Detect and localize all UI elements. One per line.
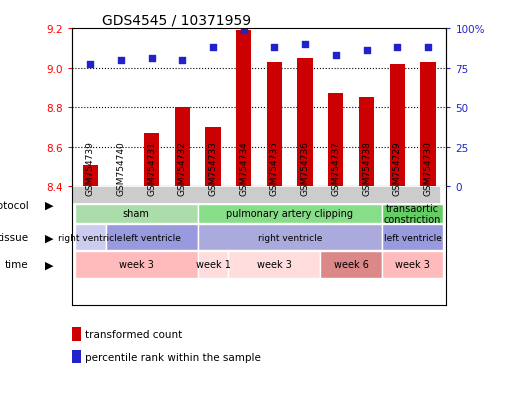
- Text: ▶: ▶: [45, 233, 53, 243]
- Point: [209, 45, 217, 51]
- Point: [86, 62, 94, 69]
- Text: right ventricle: right ventricle: [58, 233, 123, 242]
- Text: GSM754738: GSM754738: [362, 140, 371, 195]
- Bar: [228, 252, 321, 278]
- Point: [178, 57, 186, 64]
- Point: [332, 52, 340, 59]
- Text: GSM754732: GSM754732: [178, 140, 187, 195]
- Bar: [389, 64, 405, 187]
- Text: week 1: week 1: [195, 260, 230, 270]
- Bar: [298, 59, 313, 187]
- Bar: [72, 187, 440, 204]
- Text: pulmonary artery clipping: pulmonary artery clipping: [226, 209, 353, 219]
- Text: GSM754740: GSM754740: [116, 140, 126, 195]
- Bar: [382, 204, 443, 223]
- Text: GSM754731: GSM754731: [147, 140, 156, 195]
- Text: week 3: week 3: [395, 260, 430, 270]
- Bar: [321, 252, 382, 278]
- Point: [362, 48, 370, 55]
- Bar: [174, 108, 190, 187]
- Point: [117, 57, 125, 64]
- Bar: [75, 252, 198, 278]
- Text: percentile rank within the sample: percentile rank within the sample: [85, 352, 261, 362]
- Text: GSM754736: GSM754736: [301, 140, 310, 195]
- Bar: [198, 252, 228, 278]
- Text: ▶: ▶: [45, 201, 53, 211]
- Bar: [382, 225, 443, 251]
- Text: tissue: tissue: [0, 233, 29, 243]
- Text: time: time: [5, 260, 29, 270]
- Text: week 6: week 6: [334, 260, 368, 270]
- Point: [301, 41, 309, 48]
- Text: protocol: protocol: [0, 201, 29, 211]
- Text: GSM754730: GSM754730: [423, 140, 432, 195]
- Point: [393, 45, 401, 51]
- Bar: [83, 165, 98, 187]
- Text: transaortic
constriction: transaortic constriction: [384, 203, 441, 225]
- Bar: [144, 134, 160, 187]
- Text: GDS4545 / 10371959: GDS4545 / 10371959: [102, 14, 251, 28]
- Point: [270, 45, 279, 51]
- Text: ▶: ▶: [45, 260, 53, 270]
- Text: GSM754729: GSM754729: [392, 140, 402, 195]
- Text: sham: sham: [123, 209, 150, 219]
- Bar: [198, 204, 382, 223]
- Text: left ventricle: left ventricle: [384, 233, 442, 242]
- Point: [424, 45, 432, 51]
- Text: GSM754739: GSM754739: [86, 140, 95, 195]
- Text: right ventricle: right ventricle: [258, 233, 322, 242]
- Text: GSM754735: GSM754735: [270, 140, 279, 195]
- Text: GSM754733: GSM754733: [208, 140, 218, 195]
- Bar: [382, 252, 443, 278]
- Bar: [236, 31, 251, 187]
- Bar: [205, 128, 221, 187]
- Text: transformed count: transformed count: [85, 330, 182, 339]
- Bar: [359, 98, 374, 187]
- Bar: [75, 225, 106, 251]
- Bar: [267, 62, 282, 187]
- Bar: [198, 225, 382, 251]
- Bar: [420, 62, 436, 187]
- Text: left ventricle: left ventricle: [123, 233, 181, 242]
- Bar: [328, 94, 344, 187]
- Point: [240, 27, 248, 34]
- Text: week 3: week 3: [119, 260, 154, 270]
- Point: [148, 56, 156, 62]
- Bar: [75, 204, 198, 223]
- Bar: [106, 225, 198, 251]
- Text: week 3: week 3: [257, 260, 292, 270]
- Text: GSM754737: GSM754737: [331, 140, 340, 195]
- Text: GSM754734: GSM754734: [239, 140, 248, 195]
